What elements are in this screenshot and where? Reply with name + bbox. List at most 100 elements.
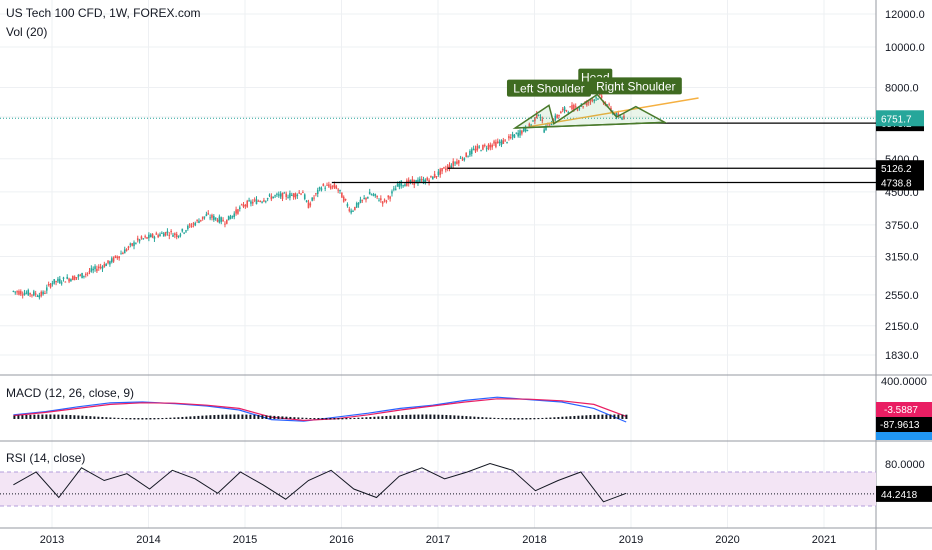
candle-body: [365, 197, 367, 200]
macd-histogram-bar: [129, 418, 132, 420]
macd-histogram-bar: [201, 415, 204, 419]
macd-histogram-bar: [257, 415, 260, 419]
candle-body: [302, 192, 304, 194]
candle-body: [415, 180, 417, 184]
macd-histogram-bar: [277, 416, 280, 419]
candle-body: [359, 199, 362, 203]
macd-histogram-bar: [497, 418, 500, 420]
candle-body: [426, 177, 429, 181]
macd-histogram-bar: [229, 414, 232, 419]
rsi-line: [13, 462, 627, 503]
rsi-band: [0, 472, 876, 506]
candle-body: [485, 148, 488, 150]
annotation-label: Right Shoulder: [596, 79, 675, 93]
candle-body: [461, 159, 464, 161]
candle-body: [483, 145, 486, 147]
candle-body: [355, 203, 358, 208]
candle-body: [550, 123, 553, 126]
candle-body: [439, 169, 442, 175]
candle-body: [214, 217, 217, 220]
candle-body: [443, 167, 445, 169]
volume-label[interactable]: Vol (20): [6, 25, 48, 39]
macd-histogram-bar: [137, 418, 140, 420]
candle-body: [495, 141, 497, 147]
candle-body: [222, 219, 224, 222]
symbol-title[interactable]: US Tech 100 CFD, 1W, FOREX.com: [6, 6, 201, 20]
candle-body: [272, 196, 275, 199]
candle-body: [224, 223, 226, 225]
macd-histogram-bar: [513, 418, 516, 420]
candle-body: [394, 188, 397, 191]
candle-body: [148, 234, 150, 239]
macd-histogram-bar: [213, 415, 216, 419]
candle-body: [194, 222, 197, 226]
candle-body: [357, 202, 360, 205]
candle-body: [383, 199, 386, 201]
candle-body: [170, 230, 172, 232]
macd-histogram-bar: [209, 415, 212, 419]
macd-histogram-bar: [485, 417, 488, 419]
candle-body: [374, 193, 377, 196]
macd-tag: [876, 402, 932, 417]
candle-body: [465, 152, 468, 157]
macd-histogram-bar: [225, 414, 228, 419]
candle-body: [417, 179, 419, 184]
candle-body: [469, 150, 471, 156]
candle-body: [94, 266, 96, 270]
candle-body: [18, 290, 20, 295]
macd-histogram-bar: [53, 414, 56, 419]
candle-body: [422, 179, 425, 184]
candle-body: [77, 275, 80, 277]
candle-body: [419, 178, 421, 183]
candle-body: [615, 112, 618, 118]
macd-label[interactable]: MACD (12, 26, close, 9): [6, 386, 135, 400]
price-axis-label: 2550.0: [885, 290, 919, 302]
macd-histogram-bar: [621, 414, 624, 419]
candle-body: [474, 148, 477, 152]
candle-body: [571, 105, 573, 110]
candle-body: [153, 236, 156, 239]
macd-histogram-bar: [241, 414, 244, 419]
candle-body: [263, 200, 265, 202]
macd-histogram-bar: [609, 414, 612, 419]
rsi-label[interactable]: RSI (14, close): [6, 451, 86, 465]
macd-histogram-bar: [341, 418, 344, 420]
head-shoulders-pattern[interactable]: Left ShoulderHeadRight Shoulder: [506, 68, 699, 129]
macd-histogram-bar: [445, 414, 448, 419]
time-axis-label: 2021: [812, 534, 836, 546]
horizontal-levels[interactable]: [0, 117, 876, 184]
macd-panel[interactable]: [13, 396, 628, 423]
candle-body: [563, 107, 566, 112]
candle-body: [433, 173, 436, 178]
candle-body: [172, 234, 174, 237]
candle-body: [586, 101, 588, 106]
candle-body: [372, 194, 375, 196]
candle-body: [127, 246, 130, 249]
candle-body: [138, 239, 141, 242]
price-panel[interactable]: [12, 91, 625, 300]
macd-histogram-bar: [521, 418, 524, 420]
candle-body: [519, 130, 521, 136]
candle-body: [159, 234, 161, 237]
candle-body: [84, 274, 87, 276]
macd-histogram-bar: [401, 415, 404, 419]
candle-body: [107, 260, 109, 264]
candle-body: [287, 197, 289, 199]
rsi-panel[interactable]: [0, 462, 876, 507]
macd-histogram-bar: [205, 415, 208, 419]
time-axis-label: 2013: [40, 534, 64, 546]
macd-tag-label: -3.5887: [884, 405, 918, 416]
macd-histogram-bar: [361, 417, 364, 419]
macd-histogram-bar: [489, 417, 492, 419]
candle-body: [391, 191, 393, 194]
candle-body: [253, 199, 256, 201]
candle-body: [86, 272, 89, 274]
candle-body: [328, 184, 330, 187]
price-axis-label: 1830.0: [885, 350, 919, 362]
candle-body: [448, 164, 451, 169]
macd-histogram-bar: [333, 418, 336, 420]
candle-body: [303, 194, 306, 199]
candle-body: [40, 291, 43, 296]
macd-histogram-bar: [109, 417, 112, 419]
